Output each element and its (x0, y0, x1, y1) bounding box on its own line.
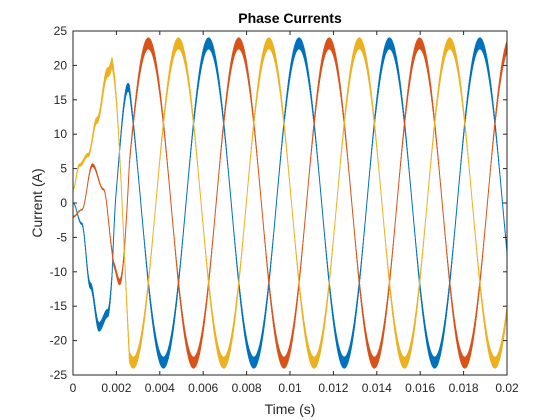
chart-title: Phase Currents (238, 10, 342, 26)
x-tick-label: 0.006 (188, 381, 218, 395)
y-tick-label: -20 (50, 334, 68, 348)
y-tick-label: 5 (60, 162, 67, 176)
series-line-3 (72, 37, 508, 369)
x-tick-label: 0.004 (145, 381, 175, 395)
y-tick-label: -15 (50, 299, 68, 313)
x-tick-label: 0.018 (449, 381, 479, 395)
x-tick-label: 0.008 (232, 381, 262, 395)
y-tick-label: 25 (54, 24, 68, 38)
y-tick-label: -10 (50, 265, 68, 279)
y-tick-label: -25 (50, 368, 68, 382)
y-tick-label: 0 (60, 196, 67, 210)
y-tick-label: -5 (56, 230, 67, 244)
x-tick-label: 0 (70, 381, 77, 395)
y-tick-label: 20 (54, 58, 68, 72)
series-line-1 (72, 37, 508, 369)
x-tick-label: 0.014 (362, 381, 392, 395)
x-tick-label: 0.016 (405, 381, 435, 395)
x-tick-label: 0.01 (278, 381, 302, 395)
x-tick-label: 0.02 (495, 381, 519, 395)
y-tick-label: 15 (54, 93, 68, 107)
x-tick-label: 0.002 (101, 381, 131, 395)
y-axis-label: Current (A) (29, 168, 45, 237)
x-axis-label: Time (s) (265, 401, 316, 417)
tick-layer: 0 0.002 0.004 0.006 0.008 0.01 0.012 0.014 0.016… (50, 24, 519, 395)
series-line-2 (72, 37, 508, 369)
y-tick-label: 10 (54, 127, 68, 141)
x-tick-label: 0.012 (318, 381, 348, 395)
series-layer (72, 37, 508, 369)
